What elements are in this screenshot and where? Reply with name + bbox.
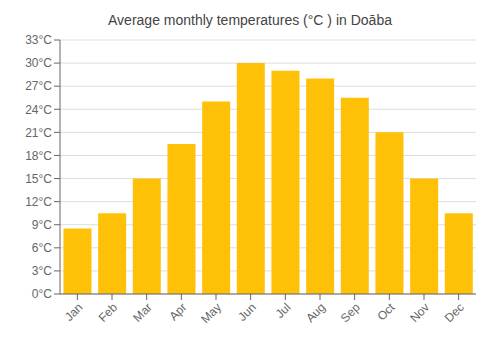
html-text:Average monthly temperatures (: Average monthly temperatures (°C ) in Do…: [108, 12, 392, 28]
svg-text:30°C: 30°C: [25, 56, 52, 70]
svg-text:Jun: Jun: [235, 300, 259, 324]
svg-text:6°C: 6°C: [32, 241, 52, 255]
svg-text:Jul: Jul: [273, 300, 294, 321]
svg-text:Aug: Aug: [303, 300, 328, 325]
svg-text:3°C: 3°C: [32, 264, 52, 278]
svg-text:21°C: 21°C: [25, 126, 52, 140]
svg-text:Apr: Apr: [166, 300, 189, 323]
svg-text:12°C: 12°C: [25, 195, 52, 209]
svg-text:May: May: [198, 300, 224, 326]
svg-text:Nov: Nov: [407, 300, 432, 325]
svg-text:18°C: 18°C: [25, 149, 52, 163]
svg-text:Jan: Jan: [62, 300, 86, 324]
svg-text:0°C: 0°C: [32, 287, 52, 301]
svg-text:Oct: Oct: [374, 300, 398, 324]
svg-text:Dec: Dec: [442, 300, 467, 325]
svg-text:Mar: Mar: [130, 300, 155, 325]
svg-text:24°C: 24°C: [25, 103, 52, 117]
svg-text:27°C: 27°C: [25, 79, 52, 93]
svg-text:15°C: 15°C: [25, 172, 52, 186]
svg-text:33°C: 33°C: [25, 33, 52, 47]
svg-text:Feb: Feb: [96, 300, 121, 325]
svg-text:9°C: 9°C: [32, 218, 52, 232]
svg-text:Sep: Sep: [338, 300, 363, 325]
